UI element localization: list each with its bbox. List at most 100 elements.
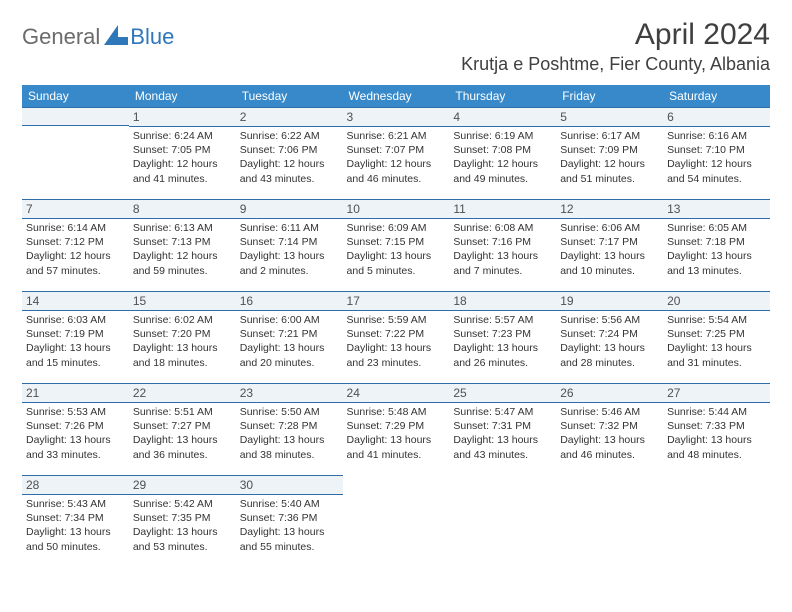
sunrise-line: Sunrise: 6:22 AM — [240, 129, 339, 143]
daynum-row: 21 — [22, 383, 129, 403]
sunrise-line: Sunrise: 5:47 AM — [453, 405, 552, 419]
daylight-line: Daylight: 12 hours and 54 minutes. — [667, 157, 766, 185]
daylight-line: Daylight: 13 hours and 41 minutes. — [347, 433, 446, 461]
day-number: 2 — [240, 110, 247, 124]
cell-content: Sunrise: 5:46 AMSunset: 7:32 PMDaylight:… — [556, 405, 663, 466]
daynum-row: 19 — [556, 291, 663, 311]
day-header: Thursday — [449, 85, 556, 107]
cell-content: Sunrise: 6:17 AMSunset: 7:09 PMDaylight:… — [556, 129, 663, 190]
daylight-line: Daylight: 13 hours and 20 minutes. — [240, 341, 339, 369]
sunset-line: Sunset: 7:08 PM — [453, 143, 552, 157]
daylight-line: Daylight: 13 hours and 2 minutes. — [240, 249, 339, 277]
calendar-cell: 26Sunrise: 5:46 AMSunset: 7:32 PMDayligh… — [556, 383, 663, 475]
cell-content: Sunrise: 6:11 AMSunset: 7:14 PMDaylight:… — [236, 221, 343, 282]
calendar-cell: 13 Sunrise: 6:05 AMSunset: 7:18 PMDayligh… — [663, 199, 770, 291]
calendar-cell: 1Sunrise: 6:24 AMSunset: 7:05 PMDaylight… — [129, 107, 236, 199]
cell-content: Sunrise: 6:19 AMSunset: 7:08 PMDaylight:… — [449, 129, 556, 190]
daylight-line: Daylight: 13 hours and 10 minutes. — [560, 249, 659, 277]
calendar-page: General Blue April 2024 Krutja e Poshtme… — [0, 0, 792, 585]
cell-content: Sunrise: 5:48 AMSunset: 7:29 PMDaylight:… — [343, 405, 450, 466]
daynum-row: 17 — [343, 291, 450, 311]
daynum-row: 1 — [129, 107, 236, 127]
cell-content: Sunrise: 6:24 AMSunset: 7:05 PMDaylight:… — [129, 129, 236, 190]
day-number: 13 — [667, 202, 680, 216]
sunrise-line: Sunrise: 5:40 AM — [240, 497, 339, 511]
sunrise-line: Sunrise: 5:43 AM — [26, 497, 125, 511]
sunrise-line: Sunrise: 6:17 AM — [560, 129, 659, 143]
cell-content: Sunrise: 6:06 AMSunset: 7:17 PMDaylight:… — [556, 221, 663, 282]
day-number: 7 — [26, 202, 33, 216]
calendar-cell: 19Sunrise: 5:56 AMSunset: 7:24 PMDayligh… — [556, 291, 663, 383]
daylight-line: Daylight: 13 hours and 28 minutes. — [560, 341, 659, 369]
sunset-line: Sunset: 7:18 PM — [667, 235, 766, 249]
sunrise-line: Sunrise: 5:42 AM — [133, 497, 232, 511]
daylight-line: Daylight: 13 hours and 26 minutes. — [453, 341, 552, 369]
day-header: Saturday — [663, 85, 770, 107]
calendar-week: 7Sunrise: 6:14 AMSunset: 7:12 PMDaylight… — [22, 199, 770, 291]
daylight-line: Daylight: 13 hours and 5 minutes. — [347, 249, 446, 277]
sunrise-line: Sunrise: 5:44 AM — [667, 405, 766, 419]
cell-content: Sunrise: 6:21 AMSunset: 7:07 PMDaylight:… — [343, 129, 450, 190]
day-number: 27 — [667, 386, 680, 400]
day-number: 29 — [133, 478, 146, 492]
calendar-week: 14Sunrise: 6:03 AMSunset: 7:19 PMDayligh… — [22, 291, 770, 383]
cell-content: Sunrise: 6:02 AMSunset: 7:20 PMDaylight:… — [129, 313, 236, 374]
day-number: 24 — [347, 386, 360, 400]
sunset-line: Sunset: 7:26 PM — [26, 419, 125, 433]
daynum-row: 29 — [129, 475, 236, 495]
daylight-line: Daylight: 13 hours and 46 minutes. — [560, 433, 659, 461]
day-number: 12 — [560, 202, 573, 216]
logo: General Blue — [22, 18, 174, 50]
cell-content: Sunrise: 6:16 AMSunset: 7:10 PMDaylight:… — [663, 129, 770, 190]
cell-content: Sunrise: 5:50 AMSunset: 7:28 PMDaylight:… — [236, 405, 343, 466]
calendar-cell: 4Sunrise: 6:19 AMSunset: 7:08 PMDaylight… — [449, 107, 556, 199]
calendar-cell — [449, 475, 556, 567]
daynum-row: 7 — [22, 199, 129, 219]
daynum-row: 30 — [236, 475, 343, 495]
daylight-line: Daylight: 13 hours and 13 minutes. — [667, 249, 766, 277]
cell-content: Sunrise: 6:03 AMSunset: 7:19 PMDaylight:… — [22, 313, 129, 374]
day-number: 25 — [453, 386, 466, 400]
daynum-row: 9 — [236, 199, 343, 219]
sunrise-line: Sunrise: 5:54 AM — [667, 313, 766, 327]
day-header: Monday — [129, 85, 236, 107]
cell-content: Sunrise: 6:00 AMSunset: 7:21 PMDaylight:… — [236, 313, 343, 374]
daynum-row: 24 — [343, 383, 450, 403]
sunrise-line: Sunrise: 6:08 AM — [453, 221, 552, 235]
sunrise-line: Sunrise: 5:59 AM — [347, 313, 446, 327]
daylight-line: Daylight: 13 hours and 53 minutes. — [133, 525, 232, 553]
cell-content: Sunrise: 5:53 AMSunset: 7:26 PMDaylight:… — [22, 405, 129, 466]
daynum-row: 13 — [663, 199, 770, 219]
calendar-head: SundayMondayTuesdayWednesdayThursdayFrid… — [22, 85, 770, 107]
sunrise-line: Sunrise: 6:00 AM — [240, 313, 339, 327]
sunset-line: Sunset: 7:24 PM — [560, 327, 659, 341]
day-header: Tuesday — [236, 85, 343, 107]
sunrise-line: Sunrise: 6:19 AM — [453, 129, 552, 143]
sunset-line: Sunset: 7:25 PM — [667, 327, 766, 341]
calendar-cell: 15Sunrise: 6:02 AMSunset: 7:20 PMDayligh… — [129, 291, 236, 383]
sunset-line: Sunset: 7:34 PM — [26, 511, 125, 525]
logo-mark-icon — [104, 25, 128, 50]
daynum-row: 25 — [449, 383, 556, 403]
calendar-cell: 10Sunrise: 6:09 AMSunset: 7:15 PMDayligh… — [343, 199, 450, 291]
day-number: 8 — [133, 202, 140, 216]
calendar-body: 1Sunrise: 6:24 AMSunset: 7:05 PMDaylight… — [22, 107, 770, 567]
cell-content: Sunrise: 5:51 AMSunset: 7:27 PMDaylight:… — [129, 405, 236, 466]
cell-content: Sunrise: 5:44 AMSunset: 7:33 PMDaylight:… — [663, 405, 770, 466]
cell-content: Sunrise: 5:40 AMSunset: 7:36 PMDaylight:… — [236, 497, 343, 558]
sunset-line: Sunset: 7:36 PM — [240, 511, 339, 525]
calendar-cell: 18Sunrise: 5:57 AMSunset: 7:23 PMDayligh… — [449, 291, 556, 383]
location-text: Krutja e Poshtme, Fier County, Albania — [461, 54, 770, 75]
header: General Blue April 2024 Krutja e Poshtme… — [22, 18, 770, 75]
calendar-cell: 5Sunrise: 6:17 AMSunset: 7:09 PMDaylight… — [556, 107, 663, 199]
calendar-cell: 3Sunrise: 6:21 AMSunset: 7:07 PMDaylight… — [343, 107, 450, 199]
cell-content: Sunrise: 5:42 AMSunset: 7:35 PMDaylight:… — [129, 497, 236, 558]
daynum-row: 18 — [449, 291, 556, 311]
day-number: 20 — [667, 294, 680, 308]
daylight-line: Daylight: 13 hours and 7 minutes. — [453, 249, 552, 277]
cell-content: Sunrise: 5:57 AMSunset: 7:23 PMDaylight:… — [449, 313, 556, 374]
daylight-line: Daylight: 12 hours and 46 minutes. — [347, 157, 446, 185]
cell-content: Sunrise: 6:05 AMSunset: 7:18 PMDaylight:… — [663, 221, 770, 282]
sunset-line: Sunset: 7:29 PM — [347, 419, 446, 433]
day-number: 6 — [667, 110, 674, 124]
